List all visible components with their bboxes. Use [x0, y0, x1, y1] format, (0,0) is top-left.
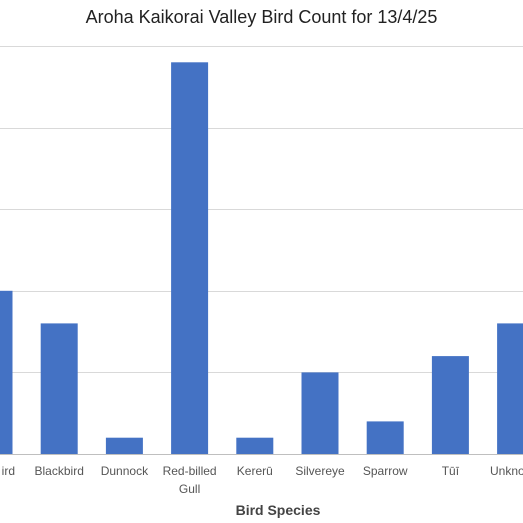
chart-title: Aroha Kaikorai Valley Bird Count for 13/…	[86, 7, 438, 27]
x-tick-label: ird	[2, 464, 15, 478]
x-tick-label: Tūī	[442, 464, 460, 478]
x-tick-label: Silvereye	[295, 464, 345, 478]
bar-blackbird	[40, 323, 78, 454]
x-tick-label: Kererū	[237, 464, 273, 478]
bar-unknown	[497, 323, 523, 454]
x-tick-label: Sparrow	[363, 464, 408, 478]
bar-kerer-	[236, 437, 274, 454]
x-axis-title: Bird Species	[236, 502, 321, 518]
bars	[0, 62, 523, 455]
x-tick-label: Blackbird	[35, 464, 84, 478]
gridlines	[0, 46, 523, 455]
bar-red-billed-gull	[171, 62, 209, 455]
bar-bellbird	[0, 290, 13, 454]
x-tick-label: Unkno	[490, 464, 523, 478]
bar-silvereye	[301, 372, 339, 454]
x-tick-label: Red-billed Gull	[163, 464, 217, 496]
bar-t-	[431, 356, 469, 454]
bar-sparrow	[366, 421, 404, 454]
x-tick-label: Dunnock	[101, 464, 149, 478]
x-tick-labels: ird Blackbird Dunnock Red-billed Gull Kererū S…	[2, 464, 523, 496]
bar-dunnock	[105, 437, 143, 454]
